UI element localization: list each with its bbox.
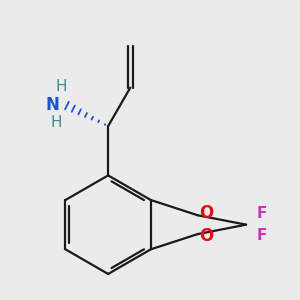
Text: H: H bbox=[51, 115, 62, 130]
Text: O: O bbox=[200, 227, 214, 245]
Text: O: O bbox=[200, 204, 214, 222]
Text: N: N bbox=[46, 96, 60, 114]
Text: F: F bbox=[257, 206, 267, 221]
Text: F: F bbox=[257, 228, 267, 243]
Text: H: H bbox=[56, 79, 67, 94]
